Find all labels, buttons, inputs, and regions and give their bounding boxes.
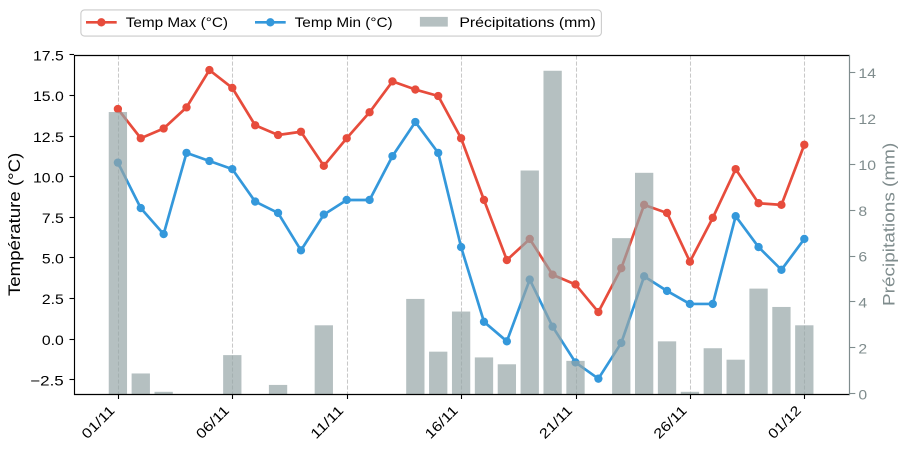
svg-text:4: 4 <box>858 295 867 311</box>
svg-text:Temp Min (°C): Temp Min (°C) <box>295 14 393 30</box>
svg-text:17.5: 17.5 <box>33 48 64 64</box>
svg-text:15.0: 15.0 <box>33 88 64 104</box>
svg-text:12.5: 12.5 <box>33 129 64 145</box>
svg-text:0.0: 0.0 <box>42 332 64 348</box>
svg-text:Précipitations (mm): Précipitations (mm) <box>459 14 595 30</box>
svg-text:Temp Max (°C): Temp Max (°C) <box>126 14 228 30</box>
svg-text:5.0: 5.0 <box>42 251 64 267</box>
svg-text:Température (°C): Température (°C) <box>5 153 24 296</box>
svg-text:10: 10 <box>858 157 876 173</box>
svg-text:12: 12 <box>858 111 876 127</box>
svg-text:2: 2 <box>858 340 867 356</box>
svg-text:6: 6 <box>858 249 867 265</box>
svg-text:14: 14 <box>858 65 876 81</box>
svg-text:Précipitations (mm): Précipitations (mm) <box>879 143 898 306</box>
svg-text:7.5: 7.5 <box>42 210 64 226</box>
svg-text:8: 8 <box>858 203 867 219</box>
svg-text:10.0: 10.0 <box>33 169 64 185</box>
svg-text:0: 0 <box>858 386 867 402</box>
svg-text:2.5: 2.5 <box>42 291 64 307</box>
svg-text:−2.5: −2.5 <box>30 372 64 388</box>
